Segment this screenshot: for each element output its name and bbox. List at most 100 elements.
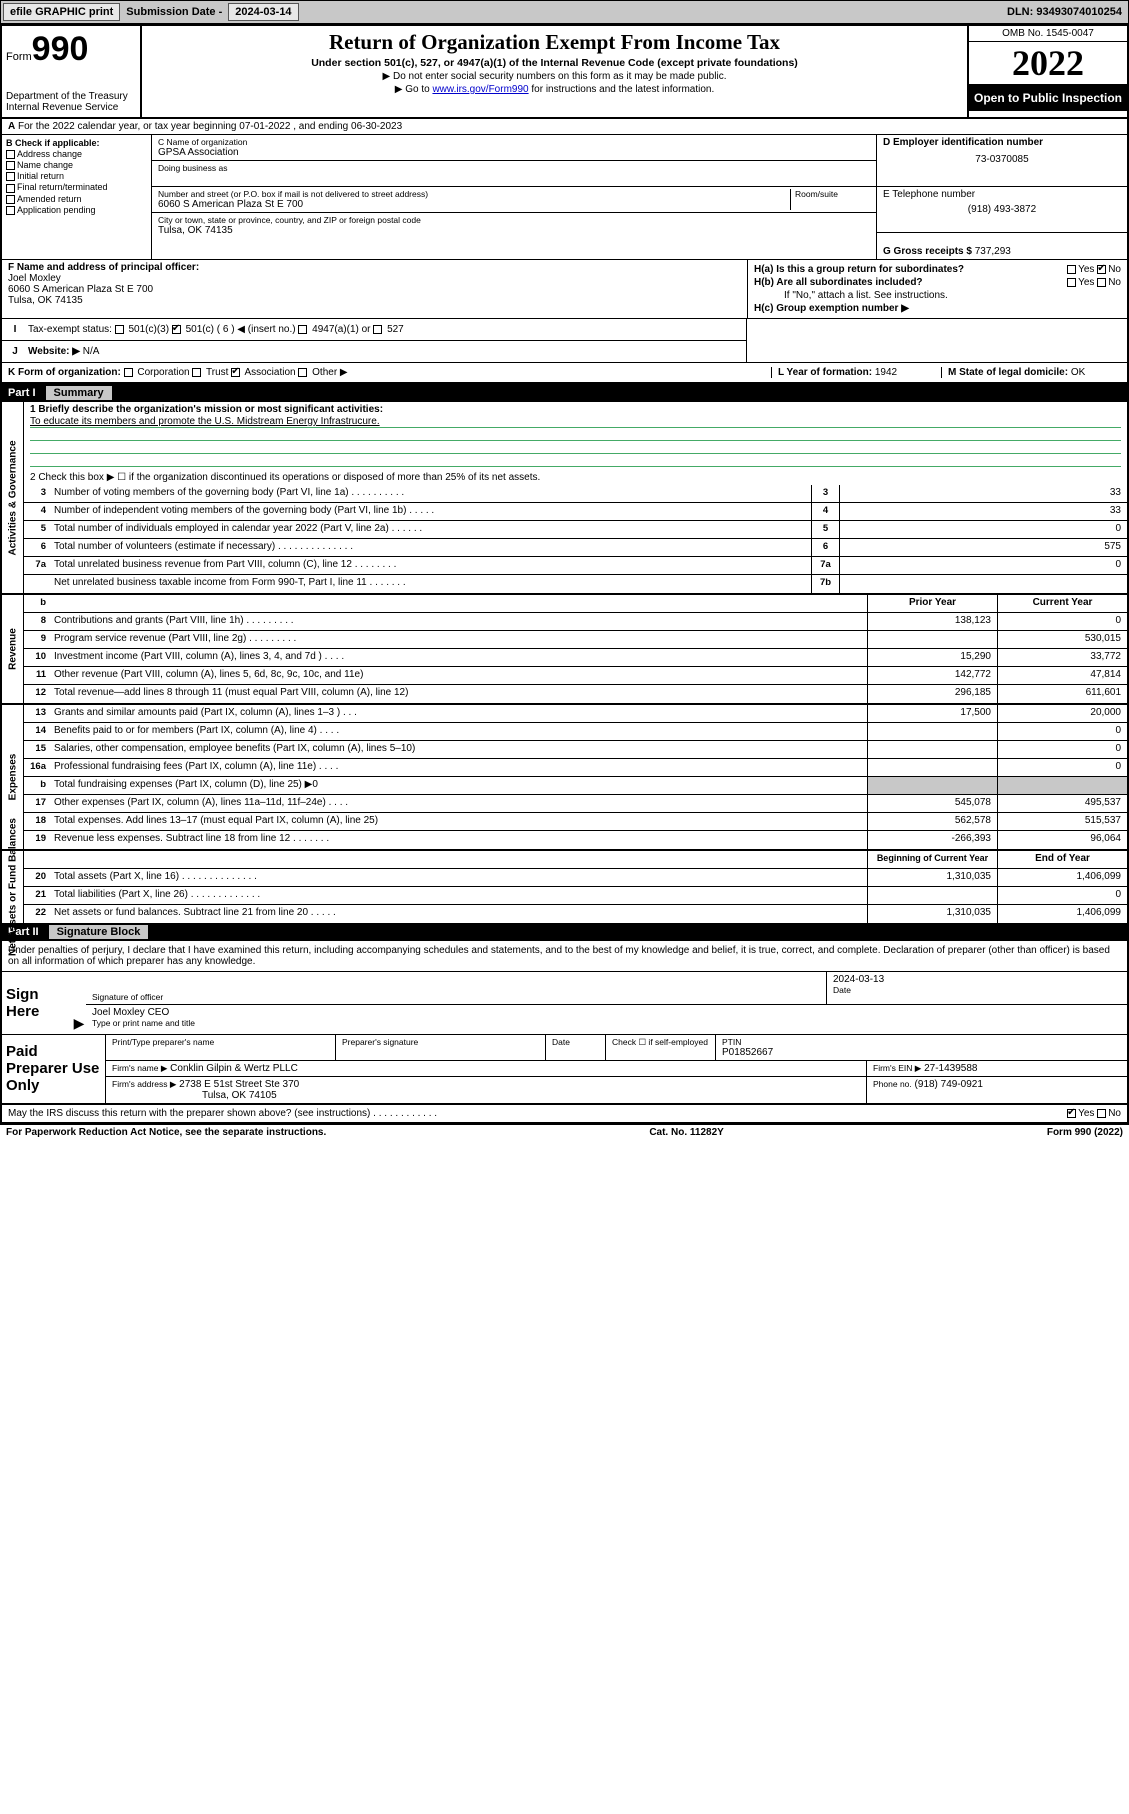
chk-amended-return[interactable]: Amended return <box>6 194 147 204</box>
submission-date-label: Submission Date - <box>122 6 226 18</box>
h-a-no[interactable] <box>1097 265 1106 274</box>
footer-formno: Form 990 (2022) <box>1047 1127 1123 1138</box>
form-header: Form990 Department of the Treasury Inter… <box>2 26 1127 119</box>
chk-501c[interactable] <box>172 325 181 334</box>
footer-paperwork: For Paperwork Reduction Act Notice, see … <box>6 1127 326 1138</box>
form-word: Form <box>6 51 32 63</box>
header-right: OMB No. 1545-0047 2022 Open to Public In… <box>967 26 1127 117</box>
dept-treasury: Department of the Treasury Internal Reve… <box>6 91 136 113</box>
section-c: C Name of organizationGPSA Association D… <box>152 135 877 259</box>
page-footer: For Paperwork Reduction Act Notice, see … <box>0 1125 1129 1140</box>
expense-line-16a: 16aProfessional fundraising fees (Part I… <box>24 759 1127 777</box>
expense-line-b: bTotal fundraising expenses (Part IX, co… <box>24 777 1127 795</box>
officer-name-title: Joel Moxley CEO <box>92 1007 1121 1018</box>
footer-catno: Cat. No. 11282Y <box>649 1127 723 1138</box>
open-to-public: Open to Public Inspection <box>969 85 1127 111</box>
top-toolbar: efile GRAPHIC print Submission Date - 20… <box>0 0 1129 24</box>
gov-line-5: 5Total number of individuals employed in… <box>24 521 1127 539</box>
section-d-e-g: D Employer identification number73-03700… <box>877 135 1127 259</box>
gov-line-6: 6Total number of volunteers (estimate if… <box>24 539 1127 557</box>
h-b-yes[interactable] <box>1067 278 1076 287</box>
part-i-header: Part I Summary <box>2 384 1127 402</box>
h-b-label: H(b) Are all subordinates included? <box>754 277 923 288</box>
row-j-label: J <box>6 344 24 359</box>
section-f-officer: F Name and address of principal officer:… <box>2 260 747 318</box>
submission-date-button[interactable]: 2024-03-14 <box>228 3 298 21</box>
chk-other[interactable] <box>298 368 307 377</box>
chk-527[interactable] <box>373 325 382 334</box>
mission-block: 1 Briefly describe the organization's mi… <box>24 402 1127 470</box>
city-label: City or town, state or province, country… <box>158 215 870 225</box>
revenue-line-11: 11Other revenue (Part VIII, column (A), … <box>24 667 1127 685</box>
paid-preparer-label: Paid Preparer Use Only <box>2 1035 106 1103</box>
revenue-line-9: 9Program service revenue (Part VIII, lin… <box>24 631 1127 649</box>
section-bcdeg: B Check if applicable: Address change Na… <box>2 135 1127 260</box>
efile-print-button[interactable]: efile GRAPHIC print <box>3 3 120 21</box>
gov-line-4: 4Number of independent voting members of… <box>24 503 1127 521</box>
firm-ein: 27-1439588 <box>924 1063 977 1074</box>
summary-netassets: Net Assets or Fund Balances Beginning of… <box>2 851 1127 923</box>
discuss-no[interactable] <box>1097 1109 1106 1118</box>
expense-line-15: 15Salaries, other compensation, employee… <box>24 741 1127 759</box>
preparer-sig-label: Preparer's signature <box>336 1035 546 1060</box>
revenue-line-12: 12Total revenue—add lines 8 through 11 (… <box>24 685 1127 703</box>
org-name-label: C Name of organization <box>158 137 870 147</box>
preparer-name-label: Print/Type preparer's name <box>106 1035 336 1060</box>
h-a-label: H(a) Is this a group return for subordin… <box>754 264 964 275</box>
sign-arrow-icon: ▶ <box>72 972 86 1034</box>
discuss-yes[interactable] <box>1067 1109 1076 1118</box>
irs-link[interactable]: www.irs.gov/Form990 <box>432 84 528 95</box>
chk-application-pending[interactable]: Application pending <box>6 205 147 215</box>
firm-addr1: 2738 E 51st Street Ste 370 <box>179 1079 299 1090</box>
h-b-no[interactable] <box>1097 278 1106 287</box>
sig-date: 2024-03-13 <box>833 974 1121 985</box>
dln-value: DLN: 93493074010254 <box>1007 6 1128 18</box>
chk-4947[interactable] <box>298 325 307 334</box>
section-h: H(a) Is this a group return for subordin… <box>747 260 1127 318</box>
summary-expenses: Expenses 13Grants and similar amounts pa… <box>2 705 1127 851</box>
header-center: Return of Organization Exempt From Incom… <box>142 26 967 117</box>
h-a-yes[interactable] <box>1067 265 1076 274</box>
chk-corporation[interactable] <box>124 368 133 377</box>
netasset-line-21: 21Total liabilities (Part X, line 26) . … <box>24 887 1127 905</box>
chk-initial-return[interactable]: Initial return <box>6 171 147 181</box>
expense-line-18: 18Total expenses. Add lines 13–17 (must … <box>24 813 1127 831</box>
preparer-date-label: Date <box>546 1035 606 1060</box>
netasset-line-22: 22Net assets or fund balances. Subtract … <box>24 905 1127 923</box>
revenue-colhdr: b Prior Year Current Year <box>24 595 1127 613</box>
self-employed-chk[interactable]: Check ☐ if self-employed <box>606 1035 716 1060</box>
revenue-line-10: 10Investment income (Part VIII, column (… <box>24 649 1127 667</box>
penalty-statement: Under penalties of perjury, I declare th… <box>2 941 1127 971</box>
room-label: Room/suite <box>795 189 870 199</box>
header-left: Form990 Department of the Treasury Inter… <box>2 26 142 117</box>
sign-here-label: Sign Here <box>2 972 72 1034</box>
year-formation: 1942 <box>875 367 897 378</box>
chk-trust[interactable] <box>192 368 201 377</box>
officer-addr2: Tulsa, OK 74135 <box>8 295 741 306</box>
ein-value: 73-0370085 <box>883 154 1121 165</box>
line-2: 2 Check this box ▶ ☐ if the organization… <box>24 470 1127 485</box>
chk-name-change[interactable]: Name change <box>6 160 147 170</box>
h-c-label: H(c) Group exemption number ▶ <box>754 303 909 314</box>
chk-association[interactable] <box>231 368 240 377</box>
chk-final-return[interactable]: Final return/terminated <box>6 182 147 192</box>
form-number: 990 <box>32 30 89 68</box>
form-subtitle: Under section 501(c), 527, or 4947(a)(1)… <box>150 57 959 69</box>
h-b-note: If "No," attach a list. See instructions… <box>754 290 1121 301</box>
omb-number: OMB No. 1545-0047 <box>969 26 1127 42</box>
sig-date-label: Date <box>833 985 1121 995</box>
officer-name-label: Type or print name and title <box>92 1018 1121 1028</box>
summary-revenue: Revenue b Prior Year Current Year 8Contr… <box>2 595 1127 705</box>
row-klm: K Form of organization: Corporation Trus… <box>2 363 1127 384</box>
city-value: Tulsa, OK 74135 <box>158 225 870 236</box>
sig-officer-label: Signature of officer <box>92 992 820 1002</box>
officer-addr1: 6060 S American Plaza St E 700 <box>8 284 741 295</box>
telephone-label: E Telephone number <box>883 189 1121 200</box>
org-name: GPSA Association <box>158 147 870 158</box>
firm-phone: (918) 749-0921 <box>915 1079 983 1090</box>
chk-address-change[interactable]: Address change <box>6 149 147 159</box>
section-fh: F Name and address of principal officer:… <box>2 260 1127 319</box>
revenue-line-8: 8Contributions and grants (Part VIII, li… <box>24 613 1127 631</box>
expense-line-17: 17Other expenses (Part IX, column (A), l… <box>24 795 1127 813</box>
chk-501c3[interactable] <box>115 325 124 334</box>
